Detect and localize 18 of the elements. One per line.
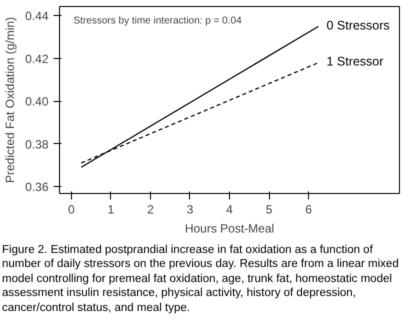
- x-tick-label: 4: [226, 202, 234, 216]
- x-tick-label: 0: [68, 202, 76, 216]
- y-tick-label: 0.44: [25, 9, 49, 24]
- x-tick-label: 5: [266, 202, 273, 216]
- x-tick-label: 2: [147, 202, 154, 216]
- x-axis-title: Hours Post-Meal: [184, 222, 274, 236]
- y-axis-title: Predicted Fat Oxidation (g/min): [3, 16, 18, 184]
- x-tick-label: 3: [186, 202, 194, 216]
- y-tick-label: 0.42: [25, 52, 49, 66]
- y-tick-label: 0.40: [25, 94, 49, 109]
- caption: Figure 2. Estimated postprandial increase in fat oxidation as a function of number of daily stressors on the previous day. Results are from a linear mixed model controlling for premeal fat oxidation, age, trunk fat, homeostatic model assessment insulin resistance, physical activity, history of depression, cancer/control status, and meal type.: [2, 243, 400, 315]
- y-tick-label: 0.36: [25, 180, 49, 194]
- x-tick-label: 1: [108, 202, 115, 216]
- y-tick-label: 0.38: [25, 137, 49, 152]
- x-tick-label: 6: [305, 202, 312, 216]
- series-label: 1 Stressor: [326, 54, 384, 69]
- annotation: Stressors by time interaction: p = 0.04: [74, 16, 242, 26]
- series-label: 0 Stressors: [326, 18, 390, 32]
